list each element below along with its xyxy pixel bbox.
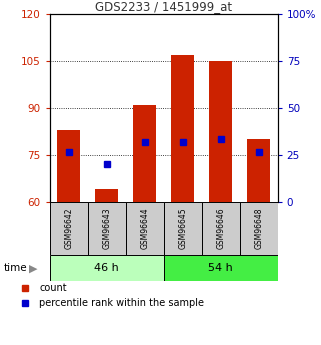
- Bar: [88, 202, 126, 255]
- Text: 46 h: 46 h: [94, 263, 119, 273]
- Text: ▶: ▶: [30, 263, 38, 273]
- Text: count: count: [39, 283, 67, 293]
- Bar: [164, 255, 278, 281]
- Title: GDS2233 / 1451999_at: GDS2233 / 1451999_at: [95, 0, 232, 13]
- Bar: [133, 105, 156, 202]
- Bar: [171, 55, 194, 202]
- Text: time: time: [3, 263, 27, 273]
- Text: GSM96642: GSM96642: [64, 208, 73, 249]
- Bar: [50, 255, 164, 281]
- Bar: [57, 130, 80, 202]
- Bar: [95, 189, 118, 202]
- Bar: [202, 202, 240, 255]
- Text: GSM96648: GSM96648: [254, 208, 263, 249]
- Text: GSM96645: GSM96645: [178, 208, 187, 249]
- Text: GSM96644: GSM96644: [140, 208, 149, 249]
- Bar: [209, 61, 232, 202]
- Bar: [164, 202, 202, 255]
- Text: GSM96643: GSM96643: [102, 208, 111, 249]
- Text: percentile rank within the sample: percentile rank within the sample: [39, 298, 204, 308]
- Text: GSM96646: GSM96646: [216, 208, 225, 249]
- Bar: [126, 202, 164, 255]
- Text: 54 h: 54 h: [208, 263, 233, 273]
- Bar: [247, 139, 270, 202]
- Bar: [50, 202, 88, 255]
- Bar: [240, 202, 278, 255]
